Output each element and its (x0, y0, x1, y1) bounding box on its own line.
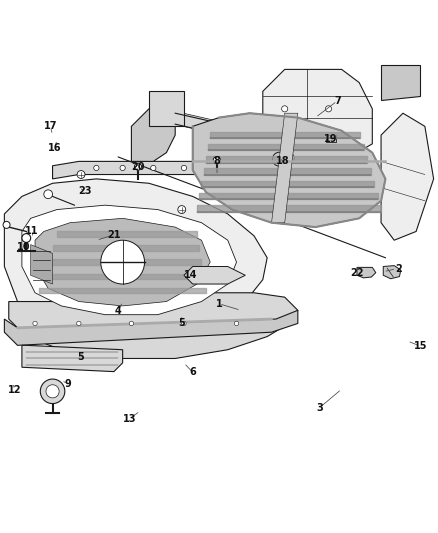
Circle shape (182, 321, 186, 326)
Polygon shape (383, 265, 401, 279)
Polygon shape (53, 161, 298, 192)
Polygon shape (272, 113, 298, 223)
Circle shape (101, 240, 145, 284)
Text: 5: 5 (78, 352, 85, 362)
Text: 21: 21 (107, 230, 120, 240)
Circle shape (325, 106, 332, 112)
Polygon shape (22, 205, 237, 314)
Polygon shape (4, 179, 267, 332)
Polygon shape (357, 268, 376, 278)
Text: 17: 17 (44, 122, 57, 131)
Text: 7: 7 (334, 96, 341, 106)
Polygon shape (381, 65, 420, 100)
Text: 8: 8 (213, 156, 220, 166)
Circle shape (151, 165, 156, 171)
Polygon shape (326, 135, 336, 142)
Circle shape (286, 154, 294, 162)
Text: 15: 15 (414, 341, 427, 351)
Polygon shape (4, 310, 298, 345)
Circle shape (22, 233, 31, 243)
Circle shape (216, 165, 222, 171)
Text: 6: 6 (189, 367, 196, 377)
Circle shape (40, 379, 65, 403)
Circle shape (272, 152, 286, 166)
Polygon shape (263, 69, 372, 166)
Polygon shape (381, 113, 434, 240)
Circle shape (33, 321, 37, 326)
Circle shape (282, 106, 288, 112)
Polygon shape (9, 293, 298, 359)
Text: 22: 22 (350, 268, 364, 278)
Polygon shape (35, 219, 210, 306)
Circle shape (77, 321, 81, 326)
Polygon shape (193, 113, 385, 227)
Text: 10: 10 (17, 242, 30, 252)
Text: 2: 2 (395, 264, 402, 273)
Text: 14: 14 (184, 270, 197, 280)
Text: 5: 5 (178, 318, 185, 328)
Polygon shape (131, 109, 175, 161)
Polygon shape (184, 266, 245, 284)
Polygon shape (149, 91, 184, 126)
Text: 11: 11 (25, 227, 39, 237)
Circle shape (181, 165, 187, 171)
Text: 23: 23 (79, 186, 92, 196)
Text: 1: 1 (215, 298, 223, 309)
Text: 18: 18 (276, 156, 290, 166)
Text: 9: 9 (64, 379, 71, 389)
Circle shape (46, 385, 59, 398)
Text: 12: 12 (8, 385, 21, 395)
Circle shape (234, 321, 239, 326)
Circle shape (3, 221, 10, 229)
Circle shape (94, 165, 99, 171)
Circle shape (120, 165, 125, 171)
Circle shape (129, 321, 134, 326)
Text: 16: 16 (48, 143, 61, 154)
Text: 13: 13 (123, 414, 136, 424)
Circle shape (44, 190, 53, 199)
Polygon shape (22, 345, 123, 372)
Circle shape (134, 163, 141, 170)
Circle shape (178, 206, 186, 214)
Circle shape (247, 165, 252, 171)
Circle shape (213, 157, 220, 164)
Text: 3: 3 (316, 402, 323, 413)
Text: 19: 19 (324, 134, 337, 143)
Circle shape (77, 171, 85, 179)
Text: 20: 20 (131, 161, 145, 172)
Circle shape (282, 132, 288, 138)
Polygon shape (31, 245, 53, 284)
Circle shape (325, 132, 332, 138)
Text: 4: 4 (115, 306, 122, 316)
